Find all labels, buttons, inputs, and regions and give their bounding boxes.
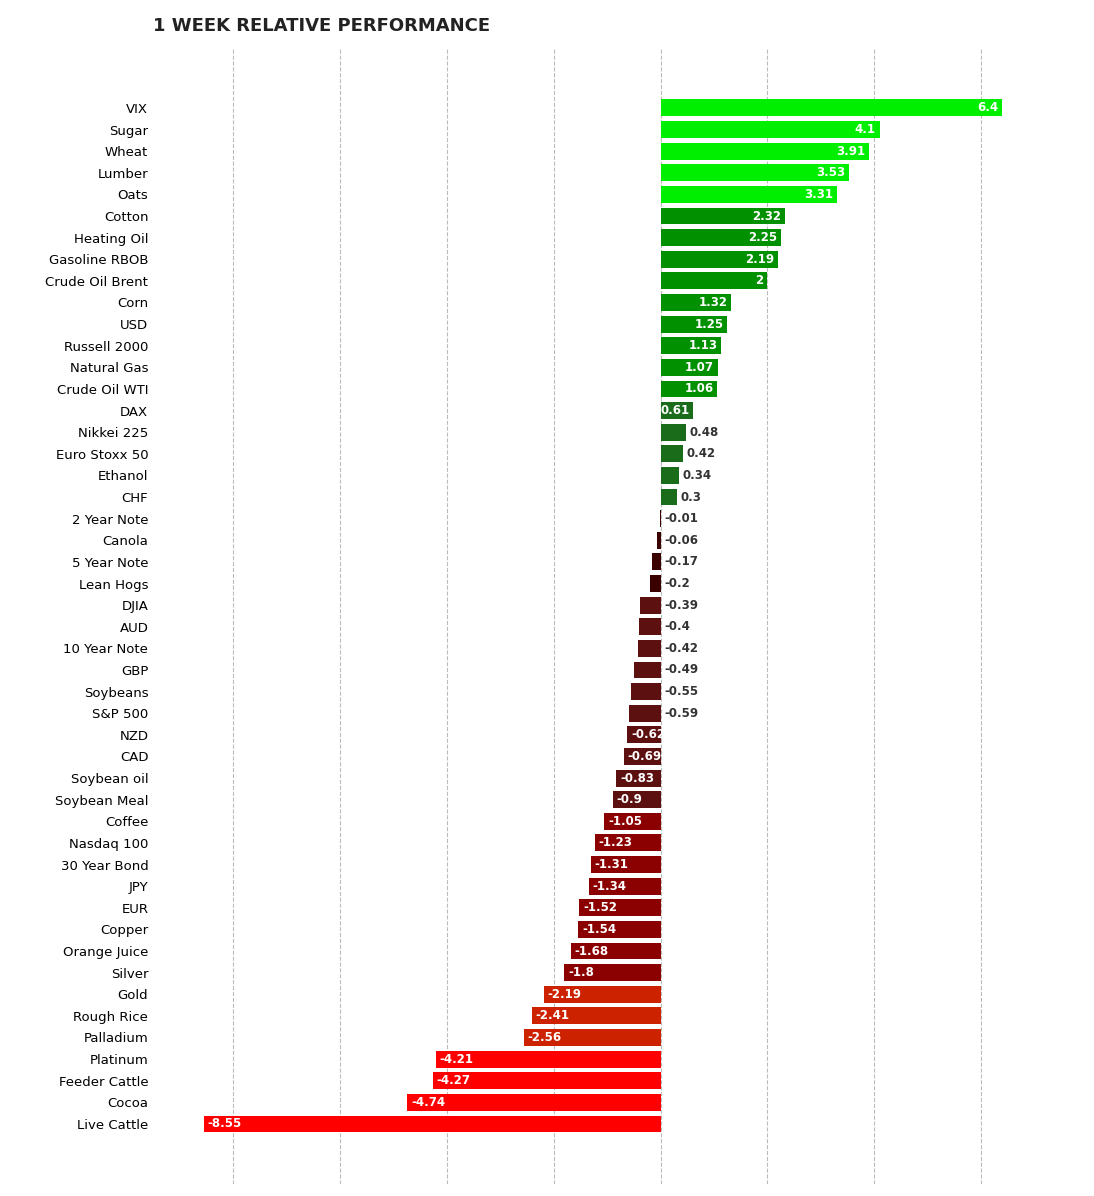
- Bar: [605, 813, 661, 830]
- Text: -0.55: -0.55: [664, 685, 698, 698]
- Text: -0.39: -0.39: [664, 599, 698, 611]
- Text: -1.52: -1.52: [583, 902, 617, 914]
- Text: -0.17: -0.17: [664, 555, 698, 568]
- Bar: [661, 359, 718, 376]
- Text: -0.49: -0.49: [664, 664, 698, 677]
- Bar: [661, 142, 870, 159]
- Bar: [661, 230, 781, 246]
- Text: -1.34: -1.34: [593, 880, 627, 892]
- Bar: [624, 748, 661, 765]
- Text: 1.07: 1.07: [685, 361, 714, 374]
- Text: -0.69: -0.69: [628, 750, 662, 763]
- Bar: [407, 1094, 661, 1111]
- Text: 1.06: 1.06: [685, 383, 713, 396]
- Text: 0.61: 0.61: [661, 404, 689, 417]
- Text: 2.32: 2.32: [752, 209, 781, 222]
- Bar: [661, 316, 728, 332]
- Text: -1.23: -1.23: [598, 836, 632, 849]
- Text: 4.1: 4.1: [854, 123, 876, 136]
- Text: 1.25: 1.25: [695, 318, 723, 330]
- Bar: [571, 942, 661, 959]
- Text: -2.41: -2.41: [536, 1009, 570, 1023]
- Text: -0.42: -0.42: [664, 642, 698, 655]
- Text: 0.34: 0.34: [683, 469, 711, 482]
- Text: 1.32: 1.32: [698, 295, 728, 309]
- Bar: [635, 661, 661, 678]
- Bar: [628, 726, 661, 743]
- Bar: [616, 770, 661, 787]
- Text: -0.4: -0.4: [664, 621, 690, 633]
- Text: -0.83: -0.83: [620, 771, 654, 785]
- Text: -0.59: -0.59: [664, 707, 698, 720]
- Text: 3.31: 3.31: [805, 188, 834, 201]
- Bar: [661, 208, 784, 225]
- Text: 2.19: 2.19: [745, 252, 773, 266]
- Bar: [652, 554, 661, 570]
- Text: -2.56: -2.56: [527, 1031, 561, 1044]
- Text: -1.31: -1.31: [594, 858, 628, 871]
- Bar: [613, 792, 661, 808]
- Text: 3.91: 3.91: [837, 145, 865, 158]
- Bar: [661, 489, 676, 506]
- Text: 0.48: 0.48: [690, 426, 719, 439]
- Bar: [657, 532, 661, 549]
- Text: -8.55: -8.55: [208, 1117, 242, 1130]
- Bar: [661, 185, 837, 203]
- Bar: [661, 466, 678, 484]
- Text: -1.8: -1.8: [568, 966, 594, 980]
- Bar: [661, 423, 686, 440]
- Bar: [589, 878, 661, 895]
- Text: -0.9: -0.9: [616, 793, 642, 806]
- Bar: [661, 273, 767, 289]
- Bar: [544, 986, 661, 1002]
- Bar: [661, 121, 880, 138]
- Bar: [661, 164, 849, 182]
- Bar: [639, 618, 661, 635]
- Bar: [580, 899, 661, 916]
- Text: -0.62: -0.62: [631, 728, 665, 742]
- Text: 2.25: 2.25: [748, 231, 777, 244]
- Bar: [638, 640, 661, 657]
- Text: -0.2: -0.2: [664, 576, 690, 590]
- Text: -4.21: -4.21: [440, 1052, 474, 1066]
- Bar: [629, 704, 661, 721]
- Text: 3.53: 3.53: [816, 166, 846, 179]
- Bar: [203, 1116, 661, 1133]
- Bar: [661, 445, 683, 462]
- Bar: [640, 597, 661, 614]
- Text: -2.19: -2.19: [547, 988, 581, 1001]
- Text: -4.27: -4.27: [437, 1074, 470, 1087]
- Bar: [661, 380, 718, 397]
- Bar: [661, 402, 694, 419]
- Bar: [650, 575, 661, 592]
- Bar: [435, 1050, 661, 1068]
- Bar: [591, 856, 661, 873]
- Bar: [595, 835, 661, 852]
- Bar: [631, 683, 661, 700]
- Bar: [661, 251, 778, 268]
- Bar: [661, 294, 731, 311]
- Text: -1.54: -1.54: [582, 923, 616, 936]
- Text: 0.3: 0.3: [680, 490, 701, 504]
- Text: 2: 2: [756, 274, 764, 287]
- Text: 6.4: 6.4: [978, 102, 999, 115]
- Text: -1.05: -1.05: [608, 814, 642, 828]
- Text: 1 WEEK RELATIVE PERFORMANCE: 1 WEEK RELATIVE PERFORMANCE: [153, 17, 490, 35]
- Bar: [532, 1007, 661, 1024]
- Bar: [661, 337, 721, 354]
- Text: 0.42: 0.42: [687, 447, 715, 460]
- Text: 1.13: 1.13: [688, 340, 718, 352]
- Bar: [579, 921, 661, 938]
- Bar: [661, 99, 1002, 116]
- Bar: [432, 1073, 661, 1090]
- Text: -0.06: -0.06: [664, 533, 698, 547]
- Bar: [524, 1029, 661, 1046]
- Text: -0.01: -0.01: [664, 512, 698, 525]
- Bar: [565, 964, 661, 981]
- Text: -1.68: -1.68: [574, 945, 608, 958]
- Text: -4.74: -4.74: [411, 1096, 445, 1109]
